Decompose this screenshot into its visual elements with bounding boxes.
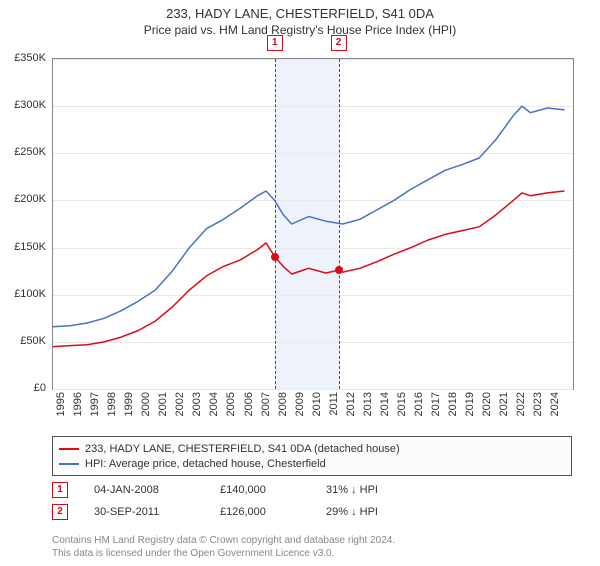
- legend-item-1: 233, HADY LANE, CHESTERFIELD, S41 0DA (d…: [59, 441, 565, 456]
- event-marker-1-icon: 1: [52, 482, 68, 498]
- event-price-1: £140,000: [220, 484, 300, 496]
- event-row-1: 1 04-JAN-2008 £140,000 31% ↓ HPI: [52, 482, 572, 498]
- event-delta-2: 29% ↓ HPI: [326, 506, 378, 518]
- event-delta-1: 31% ↓ HPI: [326, 484, 378, 496]
- x-axis-label: 2019: [464, 392, 476, 422]
- page-subtitle: Price paid vs. HM Land Registry's House …: [0, 23, 600, 37]
- x-axis-label: 2017: [430, 392, 442, 422]
- x-axis-label: 2011: [328, 392, 340, 422]
- event-marker-2-icon: 2: [52, 504, 68, 520]
- x-axis-label: 1995: [55, 392, 67, 422]
- x-axis-label: 2002: [174, 392, 186, 422]
- x-axis-label: 2003: [191, 392, 203, 422]
- x-axis-label: 1999: [123, 392, 135, 422]
- x-axis-label: 2005: [225, 392, 237, 422]
- x-axis-label: 2023: [532, 392, 544, 422]
- price-chart: 12: [52, 58, 574, 390]
- y-axis-label: £300K: [4, 99, 46, 111]
- x-axis-label: 2000: [140, 392, 152, 422]
- legend-label-2: HPI: Average price, detached house, Ches…: [85, 458, 326, 470]
- x-axis-label: 2024: [549, 392, 561, 422]
- x-axis-label: 2007: [260, 392, 272, 422]
- legend-item-2: HPI: Average price, detached house, Ches…: [59, 456, 565, 471]
- x-axis-label: 2014: [379, 392, 391, 422]
- x-axis-label: 2012: [345, 392, 357, 422]
- attribution: Contains HM Land Registry data © Crown c…: [52, 535, 572, 560]
- attribution-line-1: Contains HM Land Registry data © Crown c…: [52, 535, 572, 548]
- attribution-line-2: This data is licensed under the Open Gov…: [52, 548, 572, 561]
- x-axis-label: 2001: [157, 392, 169, 422]
- event-date-2: 30-SEP-2011: [94, 506, 194, 518]
- y-axis-label: £350K: [4, 52, 46, 64]
- x-axis-label: 2015: [396, 392, 408, 422]
- y-axis-label: £250K: [4, 146, 46, 158]
- x-axis-label: 2013: [362, 392, 374, 422]
- y-axis-label: £200K: [4, 193, 46, 205]
- legend-label-1: 233, HADY LANE, CHESTERFIELD, S41 0DA (d…: [85, 443, 400, 455]
- legend-swatch-1: [59, 448, 79, 450]
- x-axis-label: 2022: [515, 392, 527, 422]
- x-axis-label: 2016: [413, 392, 425, 422]
- legend-swatch-2: [59, 463, 79, 465]
- x-axis-label: 1998: [106, 392, 118, 422]
- x-axis-label: 2006: [243, 392, 255, 422]
- event-price-2: £126,000: [220, 506, 300, 518]
- x-axis-label: 2004: [208, 392, 220, 422]
- x-axis-label: 2010: [311, 392, 323, 422]
- event-date-1: 04-JAN-2008: [94, 484, 194, 496]
- x-axis-label: 1997: [89, 392, 101, 422]
- x-axis-label: 2009: [294, 392, 306, 422]
- x-axis-label: 2020: [481, 392, 493, 422]
- y-axis-label: £0: [4, 382, 46, 394]
- x-axis-label: 2021: [498, 392, 510, 422]
- y-axis-label: £50K: [4, 335, 46, 347]
- page-title: 233, HADY LANE, CHESTERFIELD, S41 0DA: [0, 6, 600, 21]
- event-row-2: 2 30-SEP-2011 £126,000 29% ↓ HPI: [52, 504, 572, 520]
- legend: 233, HADY LANE, CHESTERFIELD, S41 0DA (d…: [52, 436, 572, 476]
- x-axis-label: 2008: [277, 392, 289, 422]
- y-axis-label: £150K: [4, 241, 46, 253]
- y-axis-label: £100K: [4, 288, 46, 300]
- x-axis-label: 1996: [72, 392, 84, 422]
- x-axis-label: 2018: [447, 392, 459, 422]
